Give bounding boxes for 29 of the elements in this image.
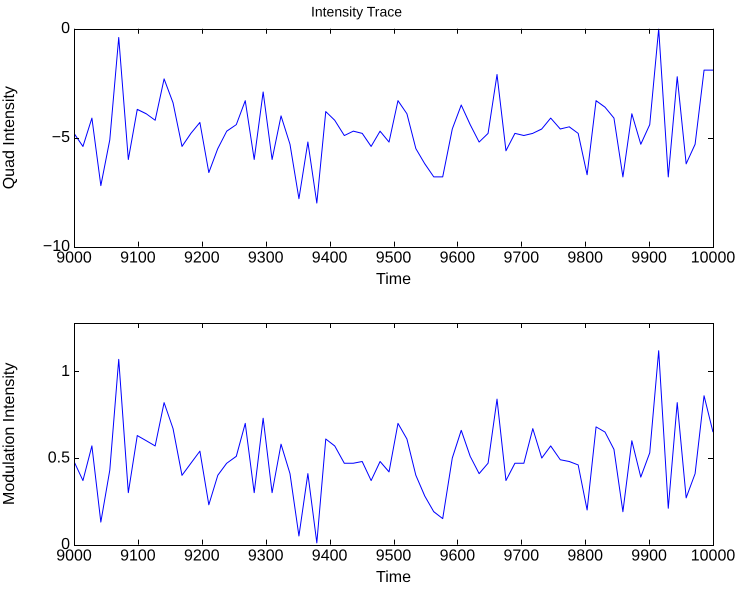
x-tick-label: 9800 (567, 250, 604, 267)
y-tick-label: 1 (61, 362, 70, 380)
x-tick-label: 9100 (120, 250, 156, 267)
x-tick-label: 9100 (120, 548, 156, 565)
x-tick-label: 9700 (504, 250, 540, 267)
x-tick-label: 9400 (312, 250, 348, 267)
x-tick-label: 9900 (631, 548, 667, 565)
x-tick-label: 9500 (376, 548, 412, 565)
y-axis-title: Modulation Intensity (1, 362, 18, 505)
x-axis-title: Time (376, 568, 412, 586)
x-tick-label: 9800 (567, 548, 604, 565)
x-tick-label: 9300 (248, 548, 284, 565)
x-tick-label: 9200 (184, 250, 220, 267)
chart-title: Intensity Trace (310, 3, 402, 20)
x-axis-title: Time (376, 270, 412, 288)
x-tick-label: 10000 (690, 250, 736, 267)
x-tick-label: 9900 (631, 250, 667, 267)
y-tick-label: −5 (52, 129, 70, 146)
y-tick-label: 0.5 (48, 449, 70, 466)
x-tick-label: 9200 (184, 548, 220, 565)
x-tick-label: 9700 (504, 548, 540, 565)
x-tick-label: 9600 (440, 250, 476, 267)
x-tick-label: 9400 (312, 548, 348, 565)
x-tick-label: 10000 (690, 548, 736, 565)
y-axis-title: Quad Intensity (1, 86, 18, 190)
x-tick-label: 9300 (248, 250, 284, 267)
y-tick-label: 0 (61, 20, 70, 38)
x-tick-label: 9500 (376, 250, 412, 267)
x-tick-label: 9600 (440, 548, 476, 565)
